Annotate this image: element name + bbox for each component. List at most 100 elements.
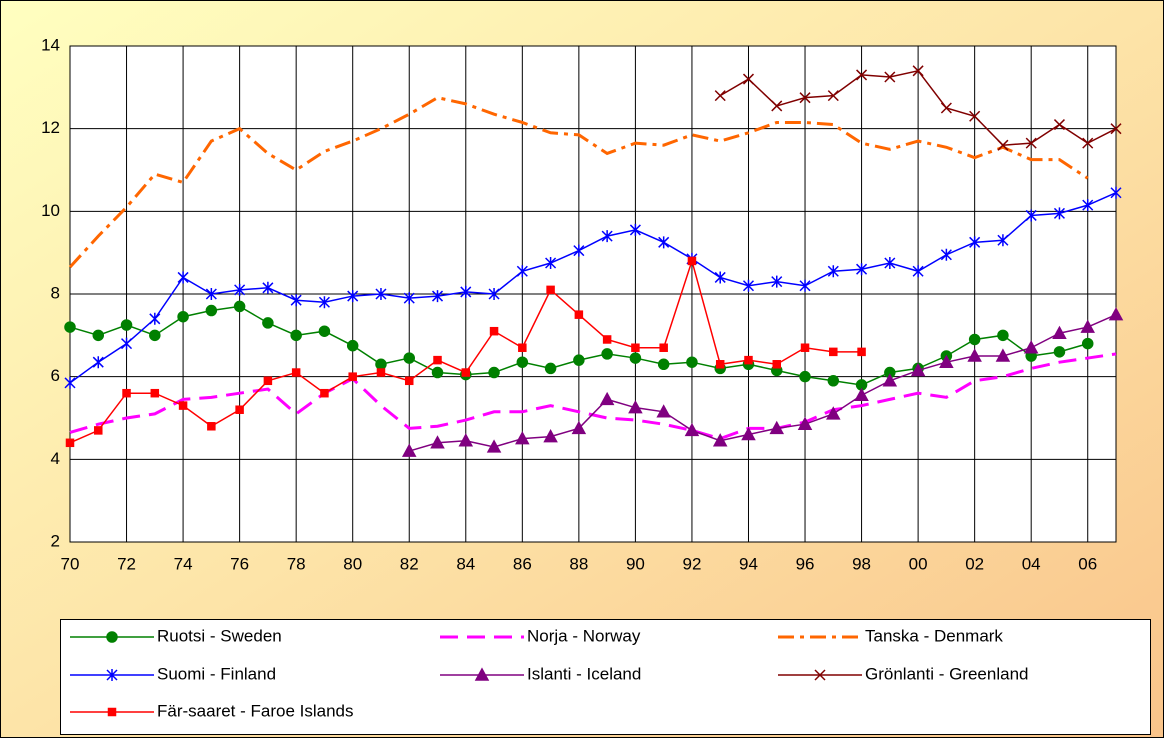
data-point bbox=[347, 290, 359, 303]
data-point bbox=[403, 352, 415, 364]
data-point bbox=[829, 347, 838, 357]
data-point bbox=[348, 372, 357, 381]
data-point bbox=[715, 360, 725, 369]
data-point bbox=[290, 294, 302, 307]
data-point bbox=[659, 343, 668, 352]
x-tick-label: 04 bbox=[1022, 554, 1041, 573]
x-tick-label: 72 bbox=[117, 554, 136, 573]
data-point bbox=[827, 90, 839, 102]
data-point bbox=[856, 69, 868, 81]
data-point bbox=[940, 102, 952, 114]
data-point bbox=[799, 279, 811, 292]
data-point bbox=[742, 73, 755, 85]
data-point bbox=[1080, 319, 1095, 333]
data-point bbox=[571, 420, 587, 435]
data-point bbox=[235, 405, 244, 414]
data-point bbox=[122, 388, 131, 398]
data-point bbox=[799, 92, 811, 104]
data-point bbox=[461, 368, 471, 377]
data-point bbox=[969, 236, 981, 249]
data-point bbox=[433, 355, 442, 365]
data-point bbox=[884, 71, 896, 83]
legend-label: Fär-saaret - Faroe Islands bbox=[157, 701, 354, 720]
data-point bbox=[320, 388, 329, 398]
data-point bbox=[92, 356, 104, 369]
data-point bbox=[744, 355, 753, 365]
data-point bbox=[686, 356, 698, 368]
data-point bbox=[516, 265, 528, 278]
data-point bbox=[856, 263, 868, 276]
y-tick-label: 4 bbox=[51, 449, 60, 468]
data-point bbox=[940, 248, 952, 261]
x-tick-label: 78 bbox=[287, 554, 306, 573]
data-point bbox=[318, 296, 330, 309]
x-tick-label: 92 bbox=[682, 554, 701, 573]
legend-label: Ruotsi - Sweden bbox=[157, 626, 282, 645]
x-tick-label: 86 bbox=[513, 554, 532, 573]
data-point bbox=[150, 388, 160, 398]
data-point bbox=[543, 429, 558, 443]
x-tick-label: 00 bbox=[909, 554, 928, 573]
x-tick-label: 90 bbox=[626, 554, 645, 573]
data-point bbox=[545, 257, 557, 269]
data-point bbox=[1023, 340, 1039, 354]
data-point bbox=[769, 420, 785, 435]
x-tick-label: 88 bbox=[569, 554, 588, 573]
data-point bbox=[205, 304, 218, 317]
data-point bbox=[602, 335, 612, 344]
data-point bbox=[546, 285, 555, 295]
x-tick-label: 06 bbox=[1078, 554, 1097, 573]
x-tick-label: 80 bbox=[343, 554, 362, 573]
data-point bbox=[658, 236, 670, 249]
legend-label: Tanska - Denmark bbox=[865, 626, 1003, 645]
data-point bbox=[291, 368, 301, 377]
legend-marker bbox=[106, 631, 118, 643]
data-point bbox=[431, 290, 444, 303]
data-point bbox=[177, 310, 189, 323]
data-point bbox=[1053, 346, 1066, 358]
data-point bbox=[1082, 137, 1094, 149]
data-point bbox=[997, 234, 1009, 247]
data-point bbox=[120, 319, 133, 331]
data-point bbox=[458, 433, 474, 447]
data-point bbox=[995, 348, 1011, 362]
x-tick-label: 94 bbox=[739, 554, 758, 573]
y-tick-label: 6 bbox=[51, 366, 60, 385]
y-tick-label: 14 bbox=[41, 35, 60, 54]
legend-marker bbox=[474, 667, 490, 681]
data-point bbox=[376, 368, 386, 377]
data-point bbox=[601, 348, 613, 360]
data-point bbox=[967, 348, 982, 362]
data-point bbox=[515, 431, 530, 445]
data-point bbox=[262, 281, 274, 294]
y-tick-label: 10 bbox=[41, 201, 60, 220]
data-point bbox=[290, 329, 302, 342]
data-point bbox=[263, 376, 273, 386]
x-tick-label: 76 bbox=[230, 554, 249, 573]
data-point bbox=[800, 343, 810, 352]
y-tick-label: 8 bbox=[51, 283, 60, 302]
data-point bbox=[1110, 186, 1122, 199]
data-point bbox=[628, 400, 643, 414]
data-point bbox=[404, 376, 414, 386]
data-point bbox=[489, 326, 499, 336]
data-point bbox=[771, 275, 783, 288]
data-point bbox=[375, 358, 387, 371]
x-tick-label: 98 bbox=[852, 554, 871, 573]
data-point bbox=[401, 443, 417, 457]
data-point bbox=[262, 317, 274, 329]
data-point bbox=[599, 391, 615, 406]
data-point bbox=[629, 223, 641, 236]
data-point bbox=[910, 362, 926, 377]
data-point bbox=[149, 329, 161, 342]
data-point bbox=[742, 279, 755, 292]
data-point bbox=[997, 139, 1009, 151]
data-point bbox=[430, 435, 445, 449]
data-point bbox=[656, 404, 671, 418]
data-point bbox=[1082, 199, 1094, 212]
data-point bbox=[629, 352, 642, 364]
data-point bbox=[486, 439, 502, 453]
data-point bbox=[797, 416, 813, 430]
data-point bbox=[771, 100, 783, 112]
